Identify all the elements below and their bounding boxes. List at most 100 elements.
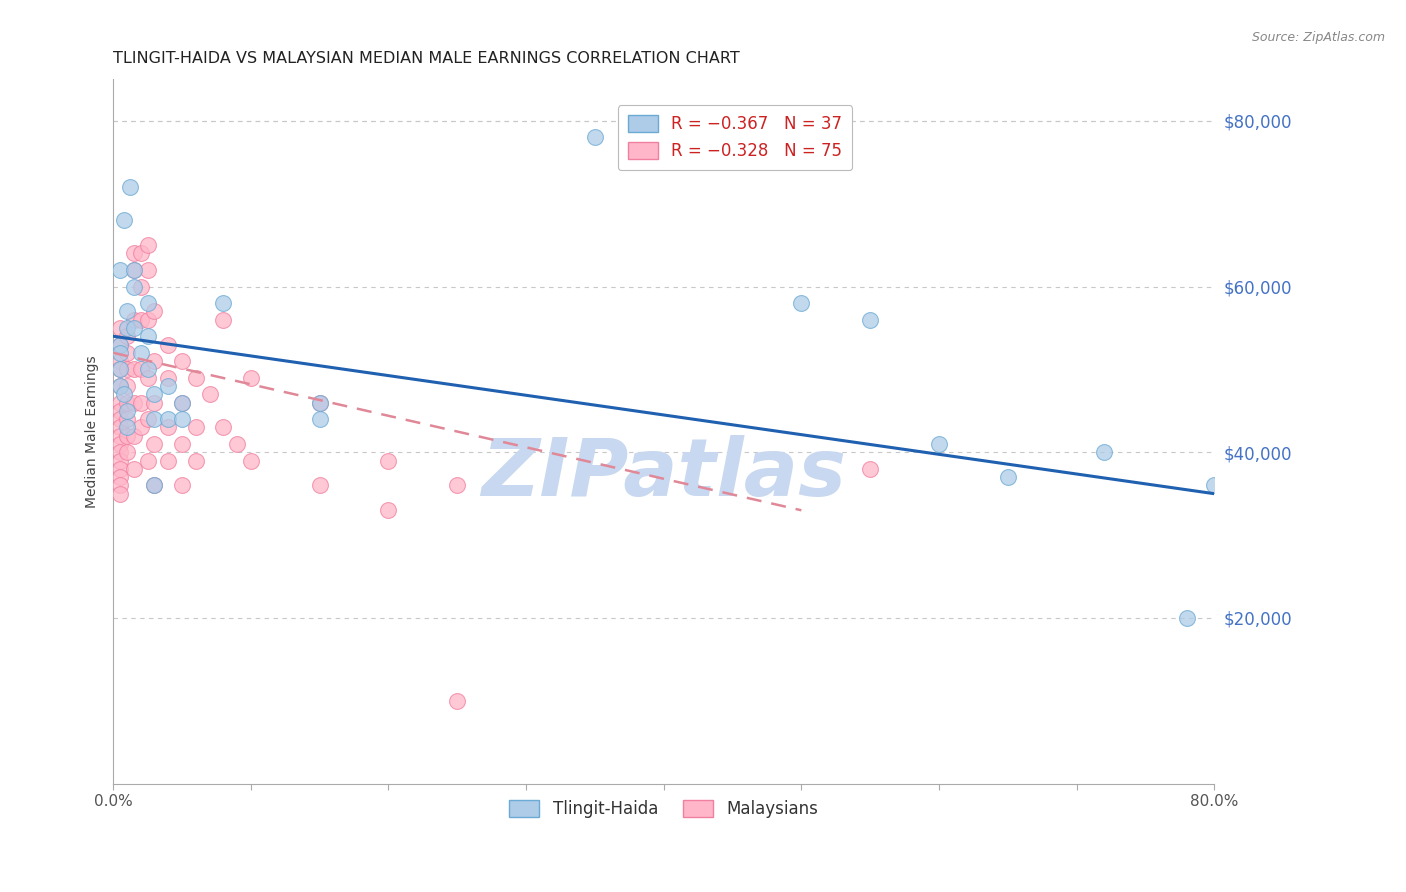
Point (170, 395, 193, 409)
Point (239, 453, 262, 467)
Text: ZIPatlas: ZIPatlas (481, 434, 846, 513)
Point (108, 362, 131, 376)
Point (136, 453, 159, 467)
Point (112, 387, 135, 401)
Point (108, 346, 131, 360)
Point (157, 412, 180, 426)
Point (308, 395, 330, 409)
Point (136, 263, 159, 277)
Point (108, 486, 131, 500)
Point (115, 346, 138, 360)
Point (136, 296, 159, 310)
Point (446, 694, 468, 708)
Point (108, 362, 131, 376)
Point (184, 370, 207, 384)
Point (108, 395, 131, 409)
Point (928, 437, 950, 451)
Point (108, 337, 131, 351)
Point (136, 312, 159, 326)
Point (143, 395, 166, 409)
Point (157, 370, 180, 384)
Point (115, 412, 138, 426)
Point (859, 462, 882, 476)
Point (108, 263, 131, 277)
Point (157, 453, 180, 467)
Point (157, 420, 180, 434)
Point (108, 445, 131, 459)
Point (308, 478, 330, 492)
Point (212, 312, 235, 326)
Point (129, 395, 152, 409)
Point (136, 370, 159, 384)
Point (108, 379, 131, 393)
Text: Source: ZipAtlas.com: Source: ZipAtlas.com (1251, 31, 1385, 45)
Point (129, 312, 152, 326)
Point (108, 404, 131, 418)
Point (184, 420, 207, 434)
Point (122, 263, 145, 277)
Point (226, 437, 249, 451)
Point (143, 304, 166, 318)
Point (122, 279, 145, 293)
Point (129, 420, 152, 434)
Point (115, 362, 138, 376)
Point (115, 304, 138, 318)
Point (129, 346, 152, 360)
Point (115, 445, 138, 459)
Point (170, 478, 193, 492)
Point (112, 213, 135, 227)
Y-axis label: Median Male Earnings: Median Male Earnings (86, 355, 100, 508)
Point (377, 503, 399, 517)
Point (198, 387, 221, 401)
Point (108, 462, 131, 476)
Point (122, 312, 145, 326)
Point (108, 354, 131, 368)
Point (122, 462, 145, 476)
Point (377, 453, 399, 467)
Point (157, 379, 180, 393)
Point (239, 370, 262, 384)
Point (1175, 611, 1198, 625)
Point (122, 362, 145, 376)
Point (170, 395, 193, 409)
Legend: Tlingit-Haida, Malaysians: Tlingit-Haida, Malaysians (502, 793, 825, 825)
Point (108, 412, 131, 426)
Point (108, 453, 131, 467)
Point (108, 379, 131, 393)
Point (115, 420, 138, 434)
Point (108, 437, 131, 451)
Point (143, 437, 166, 451)
Point (122, 395, 145, 409)
Point (108, 478, 131, 492)
Point (122, 428, 145, 442)
Point (143, 412, 166, 426)
Point (115, 395, 138, 409)
Point (115, 321, 138, 335)
Text: TLINGIT-HAIDA VS MALAYSIAN MEDIAN MALE EARNINGS CORRELATION CHART: TLINGIT-HAIDA VS MALAYSIAN MEDIAN MALE E… (114, 51, 740, 66)
Point (157, 337, 180, 351)
Point (859, 312, 882, 326)
Point (136, 362, 159, 376)
Point (143, 387, 166, 401)
Point (115, 379, 138, 393)
Point (129, 362, 152, 376)
Point (212, 420, 235, 434)
Point (790, 296, 813, 310)
Point (122, 246, 145, 260)
Point (446, 478, 468, 492)
Point (170, 354, 193, 368)
Point (122, 263, 145, 277)
Point (108, 420, 131, 434)
Point (143, 478, 166, 492)
Point (108, 428, 131, 442)
Point (108, 470, 131, 484)
Point (122, 321, 145, 335)
Point (308, 395, 330, 409)
Point (129, 246, 152, 260)
Point (143, 354, 166, 368)
Point (1204, 478, 1226, 492)
Point (136, 329, 159, 343)
Point (136, 238, 159, 252)
Point (115, 428, 138, 442)
Point (115, 329, 138, 343)
